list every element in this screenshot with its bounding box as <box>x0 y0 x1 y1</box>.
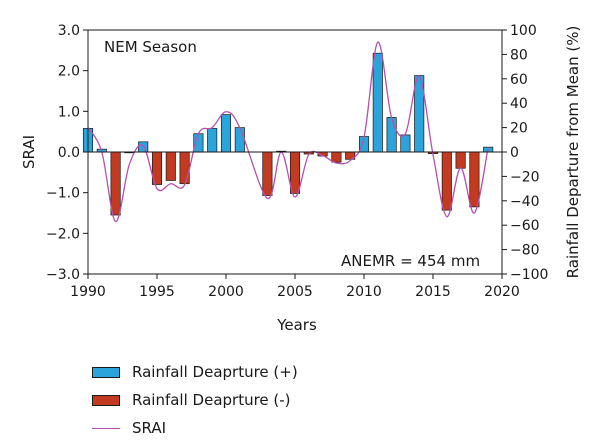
bar-positive <box>138 141 149 153</box>
y-right-tick-label: 0 <box>510 145 519 161</box>
y-left-tick-label: −2.0 <box>46 226 80 242</box>
bar-negative <box>179 151 190 185</box>
x-axis-title: Years <box>276 316 317 334</box>
bar-positive <box>234 127 245 153</box>
legend-label-negative: Rainfall Deaprture (-) <box>132 391 291 409</box>
y-left-tick-label: −3.0 <box>46 267 80 283</box>
y-right-tick-label: −100 <box>510 267 548 283</box>
y-axis-right-title: Rainfall Departure from Mean (%) <box>564 26 582 279</box>
y-left-tick-label: 1.0 <box>58 104 80 120</box>
x-tick-label: 1990 <box>70 284 106 300</box>
ticks: 1990 1995 2000 2005 2010 2015 2020 3.0 2.0 1.0 0.0… <box>46 23 548 300</box>
legend-swatch-srai <box>92 427 120 429</box>
bar-positive <box>207 128 218 153</box>
bar-negative <box>455 151 466 169</box>
legend-swatch-negative <box>92 394 120 406</box>
bar-positive <box>220 114 232 153</box>
y-right-tick-label: −80 <box>510 243 540 259</box>
legend: Rainfall Deaprture (+) Rainfall Deaprtur… <box>92 360 392 444</box>
y-left-tick-label: 3.0 <box>58 23 80 39</box>
x-tick-label: 2005 <box>277 284 313 300</box>
bar-positive <box>386 117 397 153</box>
bar-negative <box>110 151 121 216</box>
bar-negative <box>469 151 480 208</box>
chart-annotation-title: NEM Season <box>104 38 197 56</box>
y-right-tick-label: −20 <box>510 169 540 185</box>
bars <box>82 52 494 216</box>
x-tick-label: 1995 <box>139 284 175 300</box>
y-left-tick-label: 0.0 <box>58 145 80 161</box>
bar-positive <box>400 134 411 153</box>
bar-positive <box>372 52 383 153</box>
srai-line <box>87 41 489 223</box>
bar-negative <box>331 151 342 163</box>
x-tick-label: 2020 <box>484 284 520 300</box>
y-left-tick-label: 2.0 <box>58 64 80 80</box>
y-right-tick-label: 40 <box>510 96 528 112</box>
chart-annotation-note: ANEMR = 454 mm <box>341 252 480 270</box>
x-tick-label: 2015 <box>415 284 451 300</box>
bar-negative <box>441 151 452 211</box>
legend-swatch-positive <box>92 366 120 378</box>
legend-item-srai: SRAI <box>92 416 392 440</box>
x-tick-label: 2010 <box>346 284 382 300</box>
y-left-tick-label: −1.0 <box>46 186 80 202</box>
y-axis-left-title: SRAI <box>20 135 38 169</box>
y-right-tick-label: 60 <box>510 72 528 88</box>
x-tick-label: 2000 <box>208 284 244 300</box>
bar-negative <box>289 151 301 194</box>
y-right-tick-label: −40 <box>510 194 540 210</box>
y-right-tick-label: 80 <box>510 47 528 63</box>
legend-label-positive: Rainfall Deaprture (+) <box>132 363 298 381</box>
y-right-tick-label: 20 <box>510 121 528 137</box>
y-right-tick-label: 100 <box>510 23 537 39</box>
legend-item-negative: Rainfall Deaprture (-) <box>92 388 392 412</box>
legend-label-srai: SRAI <box>132 419 167 437</box>
legend-item-positive: Rainfall Deaprture (+) <box>92 360 392 384</box>
y-right-tick-label: −60 <box>510 218 540 234</box>
bar-negative <box>262 151 273 196</box>
bar-negative <box>165 151 176 181</box>
